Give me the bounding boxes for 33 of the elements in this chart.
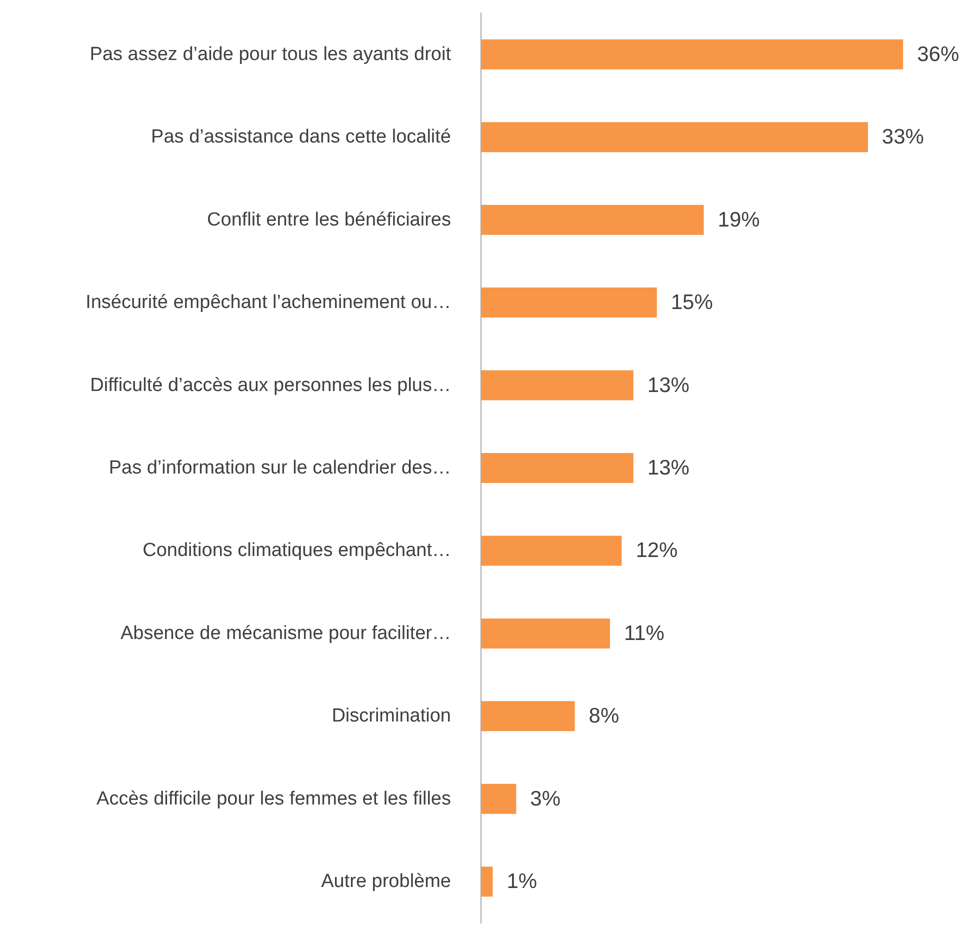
bar xyxy=(481,370,634,400)
data-label: 13% xyxy=(647,374,690,397)
data-label: 36% xyxy=(917,42,960,66)
bar xyxy=(481,122,868,152)
bar xyxy=(481,39,904,70)
data-label: 12% xyxy=(636,539,678,562)
bar xyxy=(481,701,575,732)
bar xyxy=(481,288,657,318)
data-label: 33% xyxy=(882,126,924,149)
y-tick-label: Pas assez d’aide pour tous les ayants droit xyxy=(90,44,452,65)
y-tick-label: Autre problème xyxy=(321,871,451,892)
bar xyxy=(481,618,610,648)
bar xyxy=(481,784,516,814)
y-tick-label: Accès difficile pour les femmes et les filles xyxy=(96,788,451,810)
data-label: 11% xyxy=(624,622,664,645)
bar xyxy=(481,536,622,566)
bar xyxy=(481,866,493,897)
y-tick-label: Discrimination xyxy=(332,706,451,727)
y-tick-label: Insécurité empêchant l’acheminement ou… xyxy=(86,292,451,314)
y-tick-label: Absence de mécanisme pour faciliter… xyxy=(120,622,451,644)
data-label: 13% xyxy=(647,456,690,480)
y-tick-label: Difficulté d’accès aux personnes les plus… xyxy=(90,374,451,396)
data-label: 19% xyxy=(718,208,760,232)
y-tick-label: Pas d’information sur le calendrier des… xyxy=(108,458,451,478)
data-label: 8% xyxy=(588,704,620,728)
bar xyxy=(481,453,634,483)
data-label: 1% xyxy=(506,870,538,894)
y-tick-label: Conditions climatiques empêchant… xyxy=(142,540,451,562)
y-tick-label: Pas d’assistance dans cette localité xyxy=(151,126,451,148)
bar xyxy=(481,204,704,235)
data-label: 15% xyxy=(670,291,713,314)
y-tick-label: Conflit entre les bénéficiaires xyxy=(207,209,451,230)
data-label: 3% xyxy=(530,787,561,810)
